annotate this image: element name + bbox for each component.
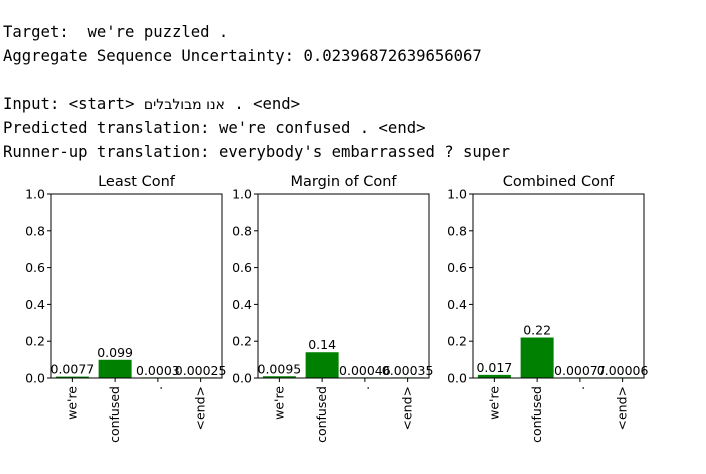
chart-title: Least Conf [98,174,176,190]
data-label: 0.0077 [51,362,95,377]
predicted-line: Predicted translation: we're confused . … [3,116,425,140]
input-label: Input: [3,95,60,113]
data-label: 0.00006 [597,363,649,378]
plot-frame [472,193,645,379]
data-label: 0.099 [97,345,133,360]
data-label: 0.00077 [554,363,606,378]
data-label: 0.017 [476,360,512,375]
x-tick-label: we're [271,386,286,420]
input-line: Input: <start> אנו מבולבלים . <end> [3,92,300,116]
y-tick-label: 0.4 [232,297,252,312]
predicted-label: Predicted translation: [3,119,210,137]
input-start-token: <start> [68,95,135,113]
y-tick-label: 0.2 [232,334,252,349]
data-label: 0.00025 [175,363,227,378]
x-tick-label: . [572,386,587,390]
x-tick-label: <end> [615,386,630,431]
x-tick-label: we're [64,386,79,420]
uncertainty-label: Aggregate Sequence Uncertainty: [3,47,295,65]
bar-1-0 [262,376,296,378]
y-tick-label: 1.0 [25,187,45,202]
x-tick-label: confused [529,386,544,443]
y-tick-label: 0.6 [232,260,252,275]
data-label: 0.00035 [382,363,434,378]
y-tick-label: 0.6 [447,260,467,275]
bar-0-1 [98,359,132,378]
data-label: 0.00046 [339,363,391,378]
bar-2-0 [477,374,511,378]
y-tick-label: 1.0 [232,187,252,202]
x-tick-label: we're [486,386,501,420]
uncertainty-value: 0.02396872639656067 [303,47,482,65]
input-end-token: . <end> [234,95,301,113]
data-label: 0.22 [523,323,551,338]
y-tick-label: 0.8 [232,223,252,238]
uncertainty-line: Aggregate Sequence Uncertainty: 0.023968… [3,44,482,68]
input-hebrew-text: אנו מבולבלים [143,97,225,113]
y-tick-label: 0.4 [25,297,45,312]
y-tick-label: 0.2 [447,334,467,349]
runnerup-label: Runner-up translation: [3,143,210,161]
target-line: Target: we're puzzled . [3,20,228,44]
y-tick-label: 0.0 [25,371,45,386]
x-tick-label: <end> [193,386,208,431]
y-tick-label: 0.8 [447,223,467,238]
y-tick-label: 1.0 [447,187,467,202]
runnerup-line: Runner-up translation: everybody's embar… [3,140,510,164]
x-tick-label: . [357,386,372,390]
data-label: 0.14 [308,337,336,352]
predicted-text: we're confused . <end> [218,119,426,137]
chart-title: Margin of Conf [290,174,397,190]
y-tick-label: 0.4 [447,297,467,312]
x-tick-label: <end> [400,386,415,431]
bar-0-0 [55,376,89,378]
target-text: we're puzzled . [87,23,229,41]
data-label: 0.0095 [258,361,302,376]
y-tick-label: 0.0 [232,371,252,386]
plot-frame [50,193,223,379]
x-tick-label: confused [314,386,329,443]
x-tick-label: confused [107,386,122,443]
chart-title: Combined Conf [503,174,615,190]
y-tick-label: 0.8 [25,223,45,238]
y-tick-label: 0.6 [25,260,45,275]
bar-2-1 [520,337,554,378]
target-label: Target: [3,23,69,41]
y-tick-label: 0.0 [447,371,467,386]
y-tick-label: 0.2 [25,334,45,349]
x-tick-label: . [150,386,165,390]
plot-frame [257,193,430,379]
runnerup-text: everybody's embarrassed ? super [218,143,510,161]
bar-1-1 [305,352,339,378]
data-label: 0.0003 [136,363,180,378]
